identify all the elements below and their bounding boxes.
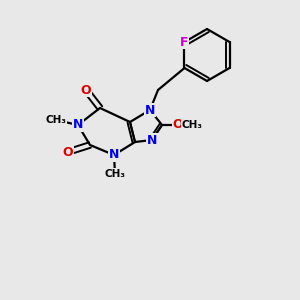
Text: N: N bbox=[109, 148, 119, 161]
Text: CH₃: CH₃ bbox=[46, 115, 67, 125]
Text: N: N bbox=[145, 103, 155, 116]
Text: O: O bbox=[81, 83, 91, 97]
Text: O: O bbox=[173, 118, 183, 131]
Text: CH₃: CH₃ bbox=[104, 169, 125, 179]
Text: O: O bbox=[63, 146, 73, 158]
Text: N: N bbox=[73, 118, 83, 131]
Text: F: F bbox=[180, 35, 189, 49]
Text: N: N bbox=[147, 134, 157, 146]
Text: CH₃: CH₃ bbox=[182, 120, 203, 130]
